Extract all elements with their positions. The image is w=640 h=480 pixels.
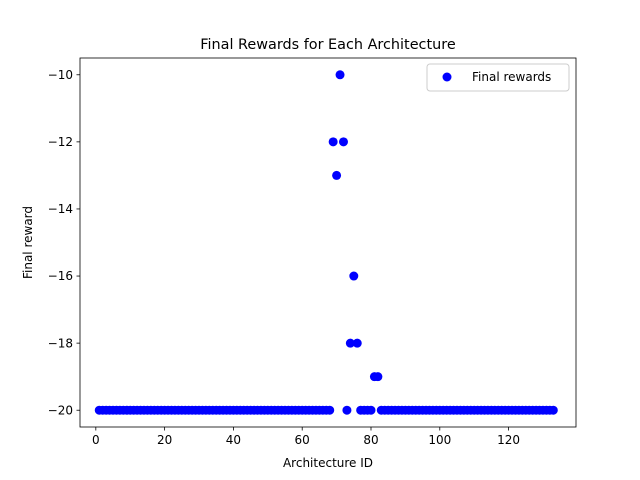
- data-point: [335, 70, 345, 80]
- legend-label: Final rewards: [472, 70, 551, 84]
- legend: Final rewards: [426, 63, 570, 92]
- y-axis-ticks: −20 −18 −16 −14 −12 −10: [48, 68, 80, 417]
- y-axis-label: Final reward: [21, 206, 35, 279]
- y-tick-label: −20: [48, 403, 73, 417]
- plot-frame: [79, 57, 577, 428]
- data-point: [332, 170, 342, 180]
- data-point: [328, 137, 338, 147]
- chart-title: Final Rewards for Each Architecture: [200, 37, 456, 53]
- x-tick-label: 20: [157, 433, 172, 447]
- data-point: [342, 405, 352, 415]
- data-points: [94, 70, 558, 415]
- data-point: [352, 338, 362, 348]
- data-point: [366, 405, 376, 415]
- y-tick-label: −12: [48, 135, 73, 149]
- data-point: [345, 338, 355, 348]
- data-point: [373, 372, 383, 382]
- x-axis-label: Architecture ID: [283, 456, 373, 470]
- y-tick-label: −18: [48, 336, 73, 350]
- legend-marker: [442, 72, 452, 82]
- x-tick-label: 120: [497, 433, 520, 447]
- x-tick-label: 80: [363, 433, 378, 447]
- x-axis-ticks: 0 20 40 60 80 100 120: [92, 427, 520, 447]
- y-tick-label: −16: [48, 269, 73, 283]
- legend-box: [426, 63, 570, 92]
- y-tick-label: −14: [48, 202, 73, 216]
- y-tick-label: −10: [48, 68, 73, 82]
- x-tick-label: 100: [428, 433, 451, 447]
- plot-background: [80, 58, 576, 427]
- data-point: [325, 405, 335, 415]
- plot-area: [79, 57, 577, 428]
- data-point: [349, 271, 359, 281]
- x-tick-label: 60: [295, 433, 310, 447]
- x-tick-label: 0: [92, 433, 100, 447]
- data-point: [548, 405, 558, 415]
- x-tick-label: 40: [226, 433, 241, 447]
- data-point: [338, 137, 348, 147]
